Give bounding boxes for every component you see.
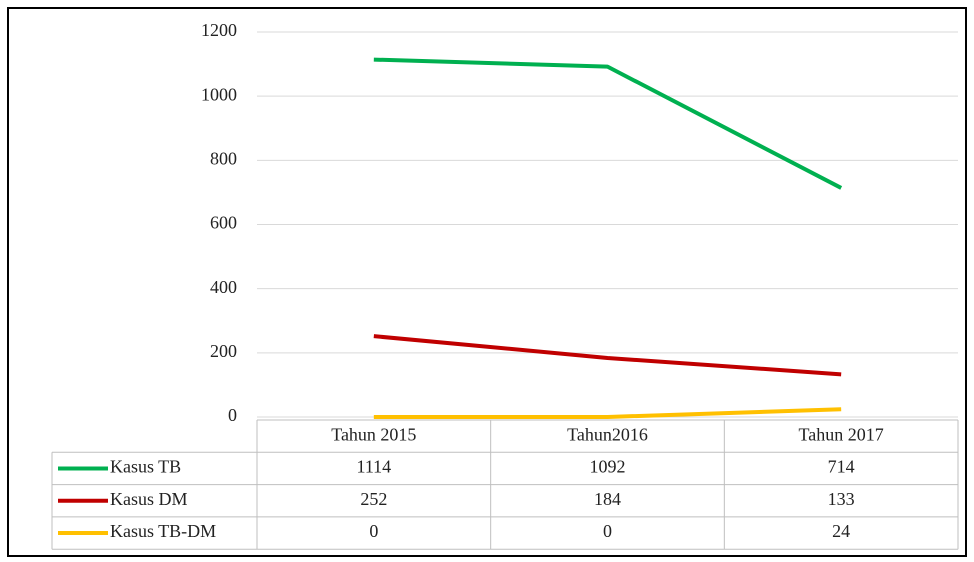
legend-label: Kasus TB (110, 457, 181, 477)
y-tick-label: 1200 (201, 20, 237, 40)
x-tick-label: Tahun 2015 (331, 424, 416, 444)
y-tick-label: 1000 (201, 84, 237, 104)
series-line (373, 407, 842, 419)
table-value: 133 (828, 489, 855, 509)
table-value: 184 (594, 489, 621, 509)
table-value: 24 (832, 521, 850, 541)
legend-label: Kasus DM (110, 489, 188, 509)
x-tick-label: Tahun 2017 (799, 424, 884, 444)
y-tick-label: 400 (210, 277, 237, 297)
table-value: 714 (828, 457, 855, 477)
y-tick-label: 600 (210, 213, 237, 233)
legend-label: Kasus TB-DM (110, 521, 216, 541)
series-line (373, 57, 843, 190)
table-value: 252 (360, 489, 387, 509)
table-value: 1092 (590, 457, 626, 477)
chart-border (7, 7, 967, 557)
table-value: 0 (369, 521, 378, 541)
y-tick-label: 0 (228, 405, 237, 425)
y-tick-label: 800 (210, 148, 237, 168)
table-value: 0 (603, 521, 612, 541)
x-tick-label: Tahun2016 (567, 424, 648, 444)
series-line (373, 334, 842, 377)
table-value: 1114 (356, 457, 391, 477)
y-tick-label: 200 (210, 341, 237, 361)
